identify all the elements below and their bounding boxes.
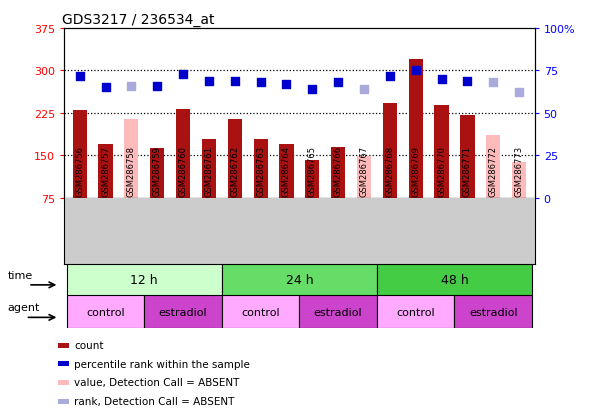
Text: 48 h: 48 h bbox=[441, 273, 469, 286]
Bar bbox=[98, 145, 112, 198]
Bar bbox=[460, 115, 475, 198]
Text: rank, Detection Call = ABSENT: rank, Detection Call = ABSENT bbox=[75, 396, 235, 406]
Point bbox=[230, 78, 240, 85]
Point bbox=[101, 85, 111, 91]
Bar bbox=[455, 295, 532, 328]
Text: 12 h: 12 h bbox=[131, 273, 158, 286]
Bar bbox=[382, 103, 397, 198]
Point bbox=[256, 80, 266, 86]
Point bbox=[359, 87, 369, 93]
Bar bbox=[67, 264, 222, 295]
Text: estradiol: estradiol bbox=[159, 307, 207, 317]
Bar bbox=[331, 147, 345, 198]
Point bbox=[437, 76, 447, 83]
Point bbox=[152, 83, 162, 90]
Point bbox=[333, 80, 343, 86]
Text: agent: agent bbox=[7, 303, 40, 313]
Point bbox=[204, 78, 214, 85]
Point bbox=[463, 78, 472, 85]
Text: time: time bbox=[7, 271, 32, 281]
Bar bbox=[377, 264, 532, 295]
Point bbox=[282, 81, 291, 88]
Point bbox=[411, 68, 420, 74]
Bar bbox=[222, 295, 299, 328]
Bar bbox=[306, 161, 320, 198]
Point bbox=[514, 90, 524, 97]
Bar bbox=[434, 106, 448, 198]
Bar bbox=[222, 264, 377, 295]
Bar bbox=[254, 140, 268, 198]
Bar bbox=[176, 109, 190, 198]
Bar bbox=[58, 343, 68, 348]
Bar bbox=[58, 361, 68, 366]
Point bbox=[307, 87, 317, 93]
Bar bbox=[377, 295, 455, 328]
Text: 24 h: 24 h bbox=[285, 273, 313, 286]
Text: GDS3217 / 236534_at: GDS3217 / 236534_at bbox=[62, 12, 214, 26]
Bar bbox=[150, 149, 164, 198]
Point bbox=[385, 73, 395, 80]
Bar bbox=[73, 111, 87, 198]
Bar bbox=[279, 145, 293, 198]
Bar bbox=[486, 136, 500, 198]
Text: control: control bbox=[241, 307, 280, 317]
Bar bbox=[357, 157, 371, 198]
Bar bbox=[67, 295, 144, 328]
Point bbox=[75, 73, 84, 80]
Text: control: control bbox=[86, 307, 125, 317]
Bar bbox=[228, 119, 242, 198]
Bar bbox=[409, 60, 423, 198]
Text: value, Detection Call = ABSENT: value, Detection Call = ABSENT bbox=[75, 377, 240, 387]
Bar bbox=[202, 140, 216, 198]
Bar bbox=[58, 380, 68, 385]
Point bbox=[126, 83, 136, 90]
Text: count: count bbox=[75, 340, 104, 350]
Text: control: control bbox=[397, 307, 435, 317]
Text: percentile rank within the sample: percentile rank within the sample bbox=[75, 359, 250, 369]
Bar bbox=[512, 163, 526, 198]
Point bbox=[178, 71, 188, 78]
Point bbox=[488, 80, 498, 86]
Bar bbox=[144, 295, 222, 328]
Text: estradiol: estradiol bbox=[469, 307, 518, 317]
Bar bbox=[299, 295, 377, 328]
Bar bbox=[124, 119, 139, 198]
Text: estradiol: estradiol bbox=[314, 307, 362, 317]
Bar bbox=[58, 399, 68, 404]
